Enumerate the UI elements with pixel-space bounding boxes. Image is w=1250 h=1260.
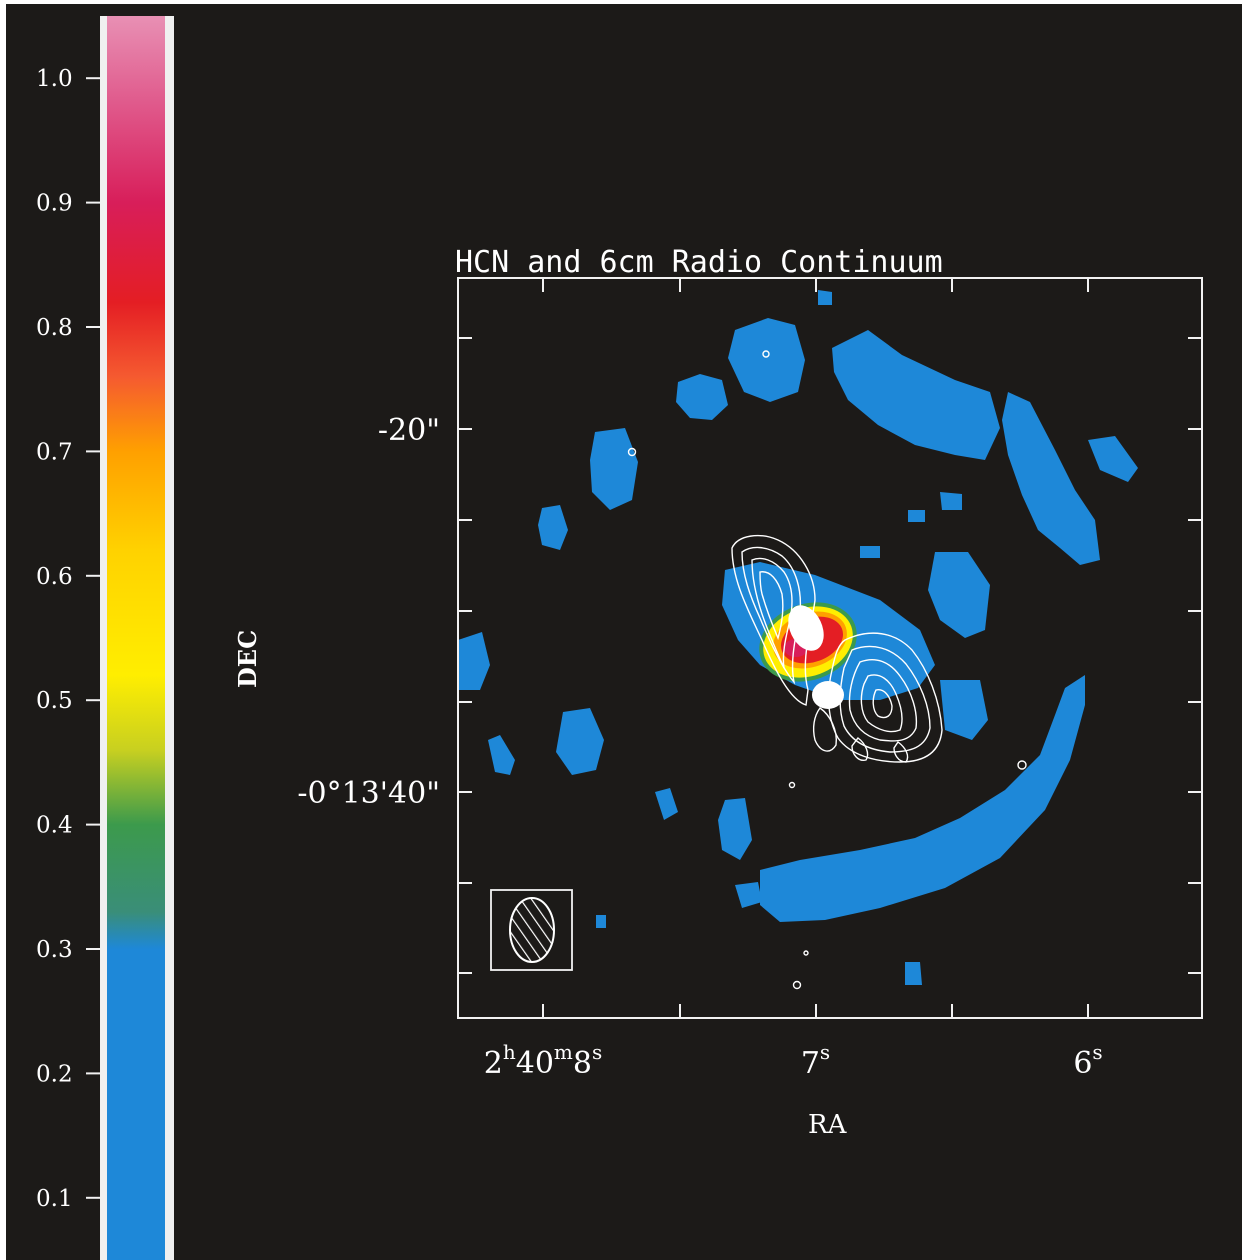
emission-patch — [488, 735, 515, 775]
contour — [812, 707, 837, 752]
tick-label-part: s — [820, 1040, 830, 1064]
tick-label-part: m — [554, 1040, 573, 1064]
tick-label-part: 2 — [484, 1046, 503, 1081]
y-tick-labels: -20" -0°13'40" — [297, 413, 440, 811]
beam-box — [490, 889, 573, 971]
emission-patch — [928, 552, 990, 638]
colorbar-tick-label: 0.2 — [36, 1061, 73, 1087]
hcn-emission-map — [458, 290, 1138, 990]
emission-patch — [458, 632, 490, 690]
x-tick-labels: 2h40m8s 7s 6s — [484, 1040, 1103, 1081]
emission-patch — [718, 798, 752, 860]
map-panel: HCN and 6cm Radio Continuum DEC RA -20"-… — [233, 245, 1203, 1140]
emission-patch — [940, 492, 962, 510]
contour — [741, 546, 802, 685]
emission-patch — [655, 788, 678, 820]
contour — [851, 737, 869, 761]
radio-contours — [627, 350, 1027, 990]
x-axis-label: RA — [808, 1110, 848, 1140]
contour — [848, 658, 918, 742]
emission-patch — [1088, 436, 1138, 482]
colorbar-tick-label: 0.8 — [36, 315, 73, 341]
contour — [1017, 760, 1027, 770]
colorbar-tick-label: 0.3 — [36, 937, 73, 963]
emission-patch — [1002, 392, 1100, 565]
colorbar-tick-label: 0.7 — [36, 439, 73, 465]
tick-label-part: 40 — [516, 1046, 554, 1081]
x-tick-label: 2h40m8s — [484, 1040, 603, 1081]
tick-label-part: s — [592, 1040, 602, 1064]
colorbar-tick-label: 1.0 — [36, 66, 73, 92]
contour — [731, 534, 816, 706]
colorbar: 1.0 0.9 0.8 0.7 0.6 0.5 0.4 0.3 0.2 0.1 — [36, 16, 174, 1260]
colorbar-ticks: 1.0 0.9 0.8 0.7 0.6 0.5 0.4 0.3 0.2 0.1 — [36, 66, 100, 1212]
tick-label-part: 7 — [801, 1046, 820, 1081]
colorbar-gradient — [107, 16, 165, 1260]
contour — [792, 980, 802, 990]
y-tick-label: -20" — [378, 413, 440, 448]
emission-patch — [538, 505, 568, 550]
colorbar-tick-label: 0.9 — [36, 191, 73, 217]
contour — [762, 350, 770, 358]
tick-label-part: 6 — [1073, 1046, 1092, 1081]
emission-patch — [760, 675, 1085, 922]
frame-ticks — [458, 278, 1202, 1018]
contour — [751, 557, 793, 669]
emission-patch — [940, 680, 988, 740]
core-peak — [788, 605, 824, 651]
contour — [803, 950, 809, 956]
contour — [872, 689, 893, 719]
emission-patch — [590, 428, 638, 510]
contour — [627, 447, 637, 457]
plot-frame — [457, 277, 1203, 1019]
emission-patch — [905, 962, 922, 985]
colorbar-tick-label: 0.6 — [36, 564, 73, 590]
emission-patch — [832, 330, 1000, 460]
tick-label-part: 8 — [573, 1046, 592, 1081]
figure-background — [6, 4, 1242, 1260]
beam-ellipse — [509, 897, 555, 963]
emission-patch — [596, 915, 606, 928]
beam-indicator — [490, 889, 573, 971]
emission-patch — [728, 318, 805, 402]
emission-patch — [860, 546, 880, 558]
y-tick-label: -0°13'40" — [297, 776, 440, 811]
y-axis-label: DEC — [233, 630, 262, 688]
contour — [839, 645, 931, 753]
emission-patch — [735, 882, 762, 908]
emission-patch — [818, 290, 832, 305]
colorbar-tick-label: 0.1 — [36, 1186, 73, 1212]
contour — [860, 674, 903, 733]
contour — [893, 740, 909, 763]
x-tick-label: 7s — [801, 1040, 830, 1081]
emission-patch — [556, 708, 604, 775]
contour — [827, 632, 943, 763]
tick-label-part: s — [1092, 1040, 1102, 1064]
colorbar-tick-label: 0.5 — [36, 688, 73, 714]
emission-patch — [676, 374, 728, 420]
tick-label-part: h — [503, 1040, 516, 1064]
contour — [759, 571, 784, 641]
contour — [788, 781, 796, 789]
emission-patch — [908, 510, 925, 522]
colorbar-tick-label: 0.4 — [36, 813, 73, 839]
x-tick-label: 6s — [1073, 1040, 1102, 1081]
chart-title: HCN and 6cm Radio Continuum — [455, 245, 943, 280]
